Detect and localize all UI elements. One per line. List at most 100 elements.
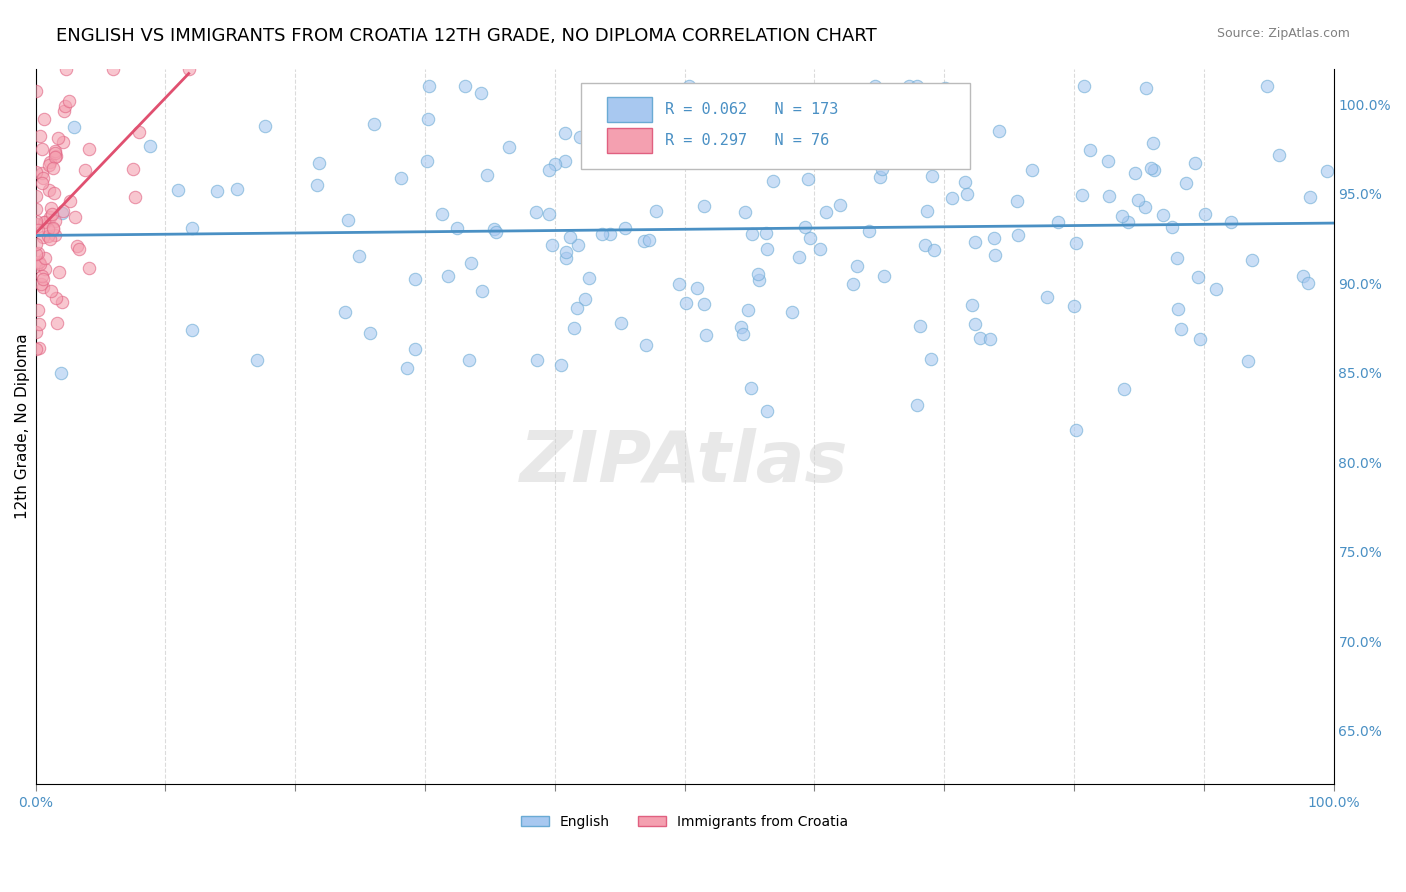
Bar xyxy=(606,128,652,153)
Point xyxy=(934,80,956,95)
Point xyxy=(25,214,48,228)
Point xyxy=(44,150,66,164)
FancyBboxPatch shape xyxy=(581,83,970,169)
Point xyxy=(737,303,759,318)
Point xyxy=(1240,253,1263,268)
Point xyxy=(498,140,520,154)
Point xyxy=(922,244,945,258)
Point xyxy=(1237,354,1260,368)
Point xyxy=(897,103,920,118)
Point xyxy=(454,79,477,94)
Text: R = 0.062   N = 173: R = 0.062 N = 173 xyxy=(665,102,838,117)
Point xyxy=(1097,154,1119,169)
Point xyxy=(908,319,931,334)
Point xyxy=(44,145,66,160)
Point xyxy=(554,251,576,265)
Point xyxy=(1291,269,1313,284)
Point xyxy=(856,126,879,140)
Point xyxy=(180,221,202,235)
Point xyxy=(37,221,59,235)
Point xyxy=(31,142,53,156)
Point xyxy=(24,236,46,251)
Point xyxy=(44,214,66,228)
Point xyxy=(846,147,869,161)
Point xyxy=(28,128,51,143)
Point xyxy=(554,154,576,169)
Point xyxy=(574,293,596,307)
Point xyxy=(446,221,468,235)
Point xyxy=(1296,276,1319,290)
Point xyxy=(686,280,709,294)
Point xyxy=(1135,81,1157,95)
Point xyxy=(1063,299,1085,313)
Point xyxy=(775,134,797,148)
Point xyxy=(66,239,89,253)
Point xyxy=(128,124,150,138)
Point xyxy=(337,212,360,227)
Point xyxy=(1116,215,1139,229)
Point xyxy=(740,381,762,395)
Point xyxy=(457,353,479,368)
Point xyxy=(748,272,770,286)
Point xyxy=(526,353,548,368)
Point xyxy=(900,120,922,134)
Point xyxy=(960,298,983,312)
Point xyxy=(941,191,963,205)
Point xyxy=(1161,219,1184,234)
Point xyxy=(45,291,67,305)
Point xyxy=(863,79,886,94)
Point xyxy=(27,223,49,237)
Point xyxy=(41,207,63,221)
Point xyxy=(1140,161,1163,175)
Point xyxy=(987,124,1010,138)
Point xyxy=(524,205,547,219)
Point xyxy=(32,230,55,244)
Text: R = 0.297   N = 76: R = 0.297 N = 76 xyxy=(665,133,830,148)
Point xyxy=(920,352,942,367)
Point xyxy=(755,242,778,256)
Point xyxy=(308,155,330,169)
Point xyxy=(28,254,51,268)
Point xyxy=(253,120,276,134)
Point xyxy=(599,227,621,242)
Point xyxy=(103,62,125,76)
Text: Source: ZipAtlas.com: Source: ZipAtlas.com xyxy=(1216,27,1350,40)
Point xyxy=(921,169,943,183)
Point xyxy=(45,316,67,330)
Point xyxy=(693,198,716,212)
Point xyxy=(177,62,200,76)
Point xyxy=(44,145,66,159)
Point xyxy=(873,268,896,283)
Point xyxy=(51,295,73,310)
Point xyxy=(477,168,499,182)
Point xyxy=(246,353,269,368)
Point xyxy=(924,143,946,157)
Point xyxy=(554,245,576,260)
Point xyxy=(46,131,69,145)
Point xyxy=(787,250,810,264)
Point xyxy=(49,367,72,381)
Point xyxy=(963,235,986,249)
Point xyxy=(1111,209,1133,223)
Point xyxy=(45,149,67,163)
Point xyxy=(67,242,90,256)
Point xyxy=(955,175,977,189)
Point xyxy=(363,117,385,131)
Point xyxy=(692,296,714,310)
Point xyxy=(1166,251,1188,265)
Point xyxy=(437,269,460,284)
Point xyxy=(979,332,1001,346)
Point xyxy=(851,110,873,124)
Point xyxy=(404,343,426,357)
Point xyxy=(810,242,832,256)
Point xyxy=(32,272,55,286)
Point xyxy=(558,229,581,244)
Point xyxy=(24,202,46,216)
Point xyxy=(610,316,633,330)
Point xyxy=(30,257,52,271)
Point xyxy=(538,163,561,178)
Point xyxy=(869,169,891,184)
Point xyxy=(1073,79,1095,94)
Point xyxy=(207,184,229,198)
Point xyxy=(389,171,412,186)
